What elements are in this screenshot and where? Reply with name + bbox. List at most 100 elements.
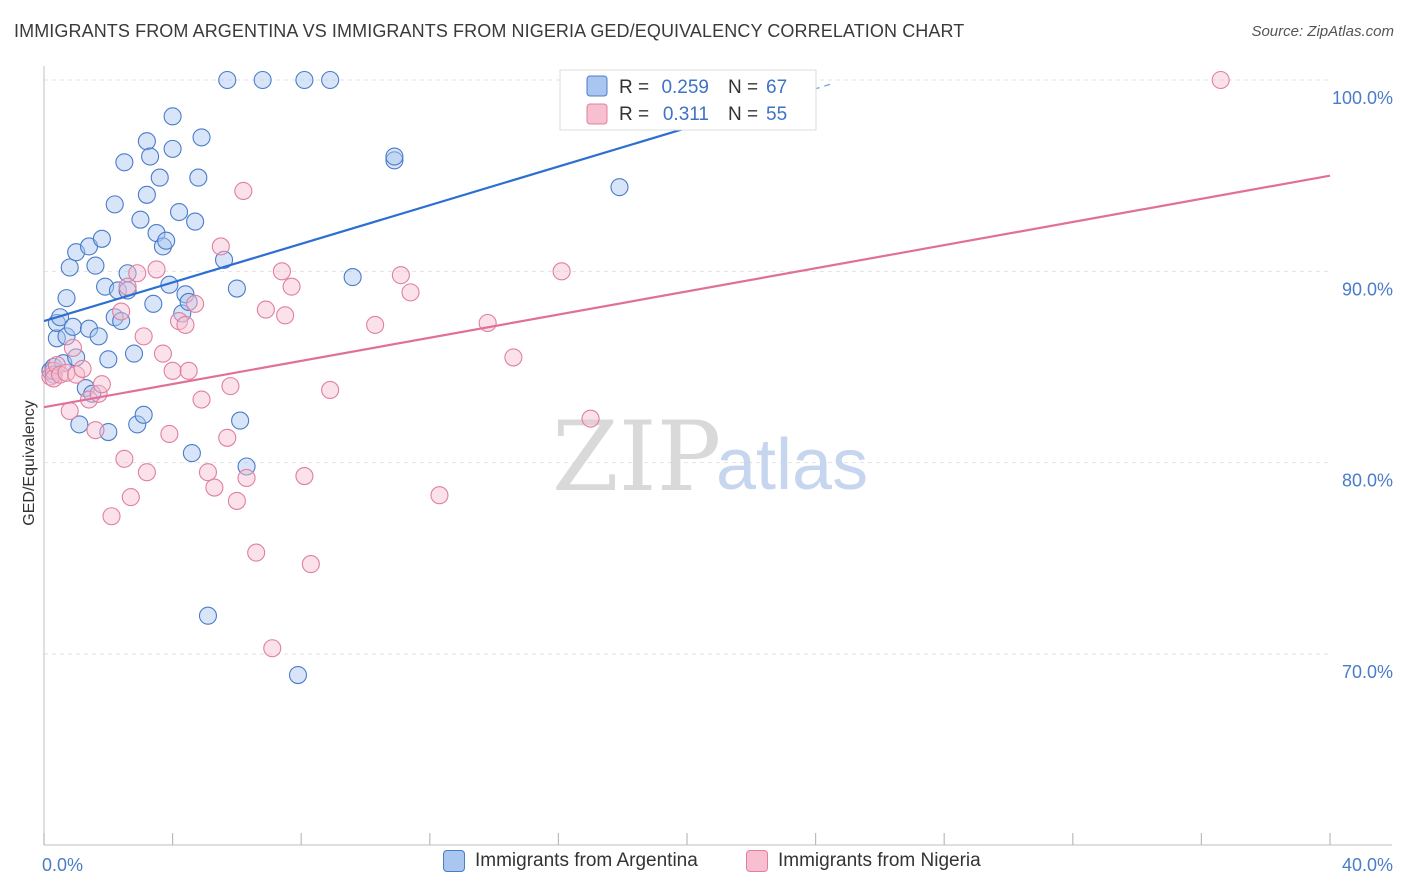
nigeria-point — [115, 449, 134, 468]
nigeria-point — [176, 315, 195, 334]
series-argentina-points — [41, 70, 629, 685]
nigeria-point — [179, 361, 198, 380]
argentina-point — [321, 70, 340, 90]
tick-labels: 100.0% 90.0% 80.0% 70.0% 0.0% 40.0% — [42, 88, 1393, 875]
trendlines — [43, 83, 1331, 409]
nigeria-point — [86, 421, 105, 440]
nigeria-point — [282, 277, 301, 296]
nigeria-point — [504, 348, 523, 367]
argentina-point — [157, 231, 176, 250]
y-tick-label: 70.0% — [1342, 662, 1393, 682]
nigeria-point — [147, 260, 166, 279]
argentina-point — [57, 289, 76, 308]
argentina-point — [112, 312, 131, 331]
argentina-point — [169, 202, 189, 222]
source-credit: Source: ZipAtlas.com — [1251, 23, 1394, 40]
argentina-point — [124, 344, 144, 363]
nigeria-point — [205, 478, 224, 497]
y-axis-label: GED/Equivalency — [21, 400, 38, 525]
nigeria-point — [321, 380, 340, 400]
legend-swatch-argentina-bottom — [443, 850, 465, 872]
nigeria-point — [247, 543, 266, 562]
legend-r-value-argentina: 0.259 — [661, 77, 709, 98]
x-tick-label: 0.0% — [42, 855, 83, 875]
argentina-point — [150, 168, 169, 187]
argentina-point — [253, 70, 272, 90]
argentina-point — [231, 411, 250, 430]
nigeria-point — [137, 463, 156, 482]
trendline-nigeria — [43, 174, 1331, 409]
argentina-point — [186, 212, 205, 231]
nigeria-point — [186, 294, 205, 313]
legend-swatch-nigeria — [586, 103, 608, 125]
nigeria-point — [112, 302, 131, 321]
axes — [43, 66, 1392, 846]
nigeria-point — [552, 262, 571, 281]
legend-item-argentina[interactable]: Immigrants from Argentina — [443, 850, 698, 872]
argentina-point — [115, 153, 134, 172]
argentina-point — [288, 665, 308, 685]
x-tick-label: 40.0% — [1342, 855, 1393, 875]
nigeria-point — [153, 344, 173, 363]
argentina-point — [105, 195, 124, 214]
argentina-point — [163, 107, 182, 126]
nigeria-point — [295, 467, 314, 486]
argentina-point — [118, 264, 137, 283]
nigeria-point — [73, 359, 92, 378]
nigeria-point — [102, 507, 121, 526]
argentina-point — [92, 229, 111, 248]
nigeria-point — [128, 264, 147, 283]
argentina-point — [295, 70, 314, 90]
argentina-point — [131, 210, 150, 229]
nigeria-point — [366, 315, 385, 334]
nigeria-point — [92, 375, 111, 394]
nigeria-point — [430, 486, 449, 505]
argentina-point — [89, 327, 108, 346]
argentina-point — [137, 132, 156, 151]
gridlines — [44, 79, 1330, 655]
argentina-point — [227, 279, 246, 298]
argentina-point — [60, 258, 79, 277]
nigeria-point — [221, 377, 240, 396]
legend-item-nigeria[interactable]: Immigrants from Nigeria — [746, 850, 981, 872]
nigeria-point — [121, 488, 140, 507]
nigeria-point — [63, 338, 82, 357]
legend-n-value-nigeria: 55 — [766, 104, 787, 125]
argentina-point — [79, 319, 99, 338]
nigeria-point — [237, 468, 256, 488]
argentina-point — [189, 168, 208, 187]
series-nigeria-points — [41, 70, 1230, 658]
argentina-point — [343, 268, 362, 287]
argentina-point — [137, 185, 156, 204]
watermark-atlas: atlas — [716, 425, 868, 505]
legend-swatch-nigeria-bottom — [746, 850, 768, 872]
nigeria-point — [234, 181, 253, 201]
nigeria-point — [276, 306, 295, 325]
argentina-point — [163, 139, 182, 158]
nigeria-point — [60, 401, 79, 421]
argentina-point — [128, 415, 147, 434]
argentina-point — [141, 147, 160, 166]
argentina-point — [385, 151, 404, 170]
legend-label-nigeria: Immigrants from Nigeria — [778, 850, 981, 871]
nigeria-point — [51, 365, 70, 384]
argentina-point — [70, 415, 89, 434]
nigeria-point — [263, 639, 282, 658]
argentina-point — [385, 147, 404, 166]
argentina-point — [218, 70, 237, 90]
nigeria-point — [1211, 70, 1230, 90]
argentina-point — [63, 317, 82, 336]
nigeria-point — [47, 356, 66, 375]
nigeria-point — [211, 237, 230, 256]
nigeria-point — [301, 555, 320, 574]
legend-n-label-argentina: N = — [728, 77, 758, 98]
argentina-point — [99, 350, 118, 369]
argentina-point — [182, 444, 201, 463]
argentina-point — [57, 327, 76, 346]
nigeria-point — [256, 300, 275, 319]
legend-r-label-argentina: R = — [619, 77, 649, 98]
argentina-point — [192, 128, 211, 147]
nigeria-point — [581, 409, 600, 428]
argentina-point — [214, 250, 234, 269]
